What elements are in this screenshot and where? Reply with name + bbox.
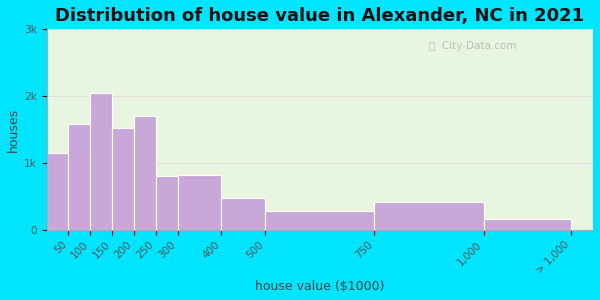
Text: ⓘ  City-Data.com: ⓘ City-Data.com — [429, 41, 517, 51]
Bar — [91, 93, 112, 230]
Bar — [484, 219, 571, 230]
Bar — [374, 202, 484, 230]
X-axis label: house value ($1000): house value ($1000) — [255, 280, 385, 293]
Bar — [112, 128, 134, 230]
Bar — [156, 176, 178, 230]
Bar — [68, 124, 91, 230]
Title: Distribution of house value in Alexander, NC in 2021: Distribution of house value in Alexander… — [55, 7, 584, 25]
Bar — [178, 175, 221, 230]
Bar — [221, 198, 265, 230]
Bar — [47, 153, 68, 230]
Y-axis label: houses: houses — [7, 107, 20, 152]
Bar — [265, 211, 374, 230]
Bar — [134, 116, 156, 230]
